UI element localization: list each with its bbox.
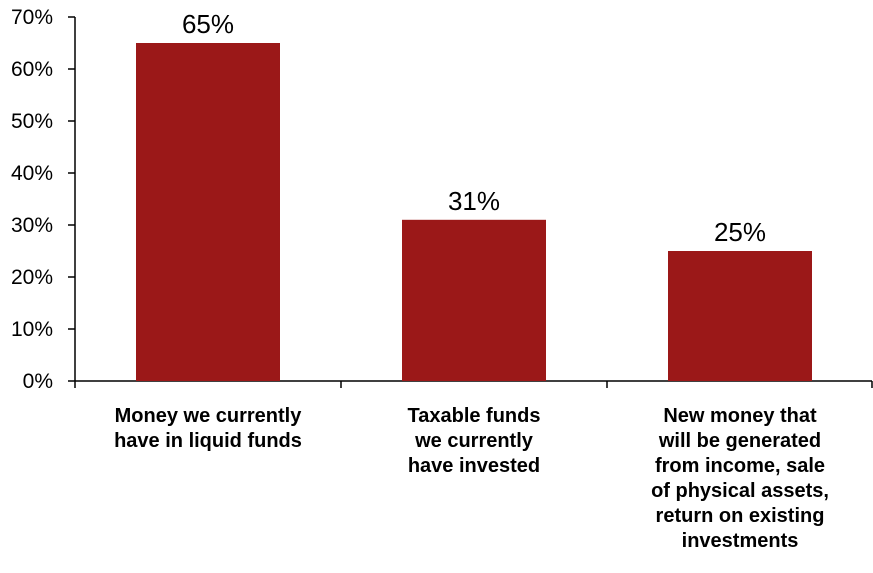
- y-axis: 0% 10% 20% 30% 40% 50% 60% 70%: [11, 6, 76, 393]
- category-label-line: have invested: [408, 455, 540, 477]
- y-tick-label: 50%: [11, 110, 53, 133]
- data-label: 31%: [448, 186, 500, 216]
- category-label: Money we currently have in liquid funds: [114, 405, 302, 452]
- category-label-line: New money that: [663, 405, 817, 427]
- y-tick-label: 0%: [23, 370, 53, 393]
- category-label-line: of physical assets,: [651, 480, 829, 502]
- y-tick-label: 10%: [11, 318, 53, 341]
- category-label: Taxable funds we currently have invested: [408, 405, 541, 477]
- y-tick-label: 40%: [11, 162, 53, 185]
- bar: [402, 219, 546, 381]
- y-tick-label: 20%: [11, 266, 53, 289]
- category-label-line: investments: [682, 530, 799, 552]
- x-axis: [74, 380, 873, 388]
- data-label: 65%: [182, 9, 234, 39]
- y-tick-label: 70%: [11, 6, 53, 29]
- category-label-line: will be generated: [658, 430, 821, 452]
- y-tick-label: 60%: [11, 58, 53, 81]
- bar: [668, 251, 812, 381]
- category-label-line: from income, sale: [655, 455, 825, 477]
- category-label-line: return on existing: [656, 505, 825, 527]
- data-label: 25%: [714, 217, 766, 247]
- data-labels: 65% 31% 25%: [182, 9, 766, 247]
- bars: [136, 43, 812, 381]
- category-label-line: have in liquid funds: [114, 430, 302, 452]
- category-label-line: Money we currently: [115, 405, 303, 427]
- category-label: New money that will be generated from inco…: [651, 405, 829, 552]
- y-tick-label: 30%: [11, 214, 53, 237]
- category-labels: Money we currently have in liquid funds Ta…: [114, 405, 829, 552]
- bar: [136, 43, 280, 381]
- category-label-line: Taxable funds: [408, 405, 541, 427]
- category-label-line: we currently: [414, 430, 534, 452]
